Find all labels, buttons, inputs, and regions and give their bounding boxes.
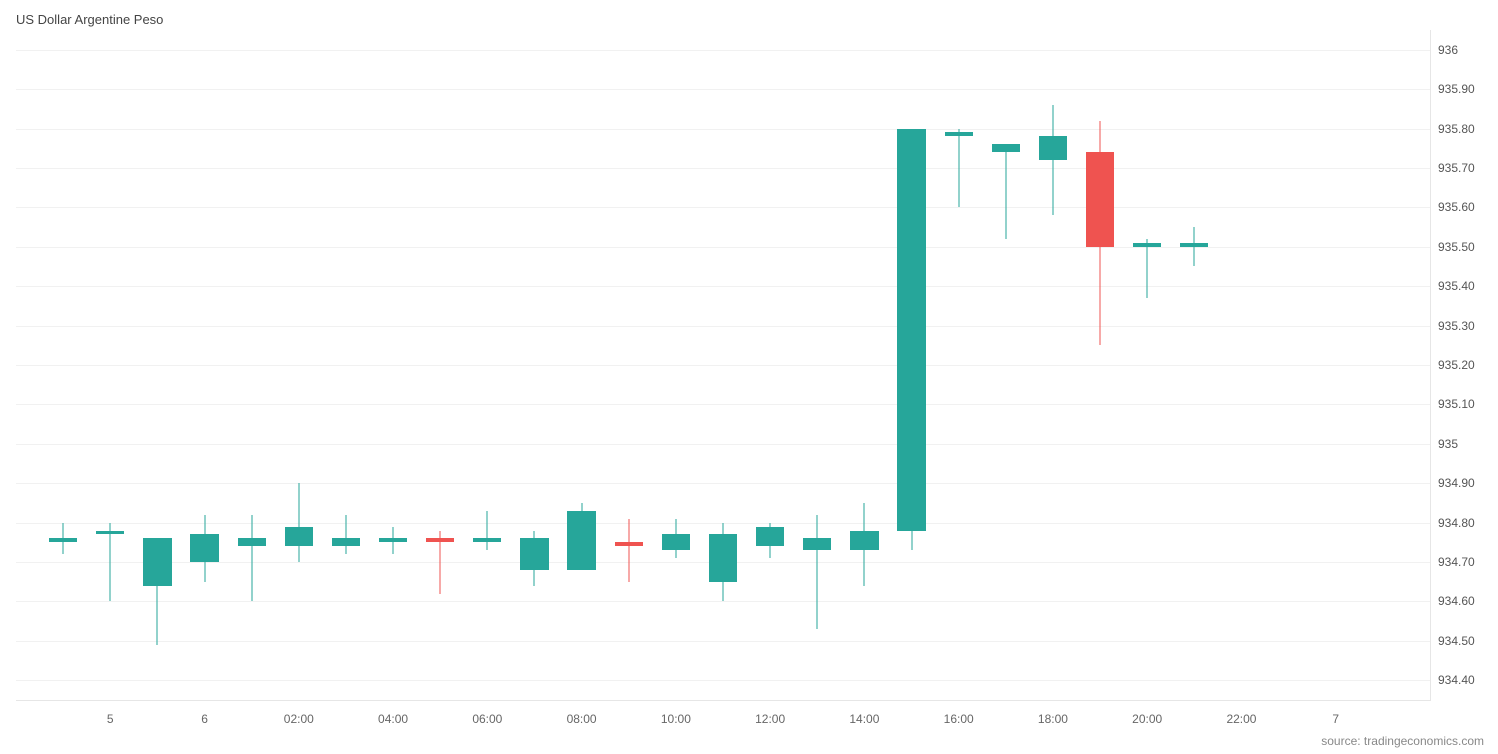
candlestick[interactable]	[49, 30, 77, 700]
candle-wick	[1052, 105, 1053, 215]
candle-wick	[628, 519, 629, 582]
y-tick-label: 935.30	[1438, 319, 1475, 333]
x-tick-label: 06:00	[472, 712, 502, 726]
candle-body	[473, 538, 501, 542]
x-tick-label: 08:00	[567, 712, 597, 726]
y-tick-label: 935.90	[1438, 82, 1475, 96]
candle-body	[1133, 243, 1161, 247]
candle-body	[615, 542, 643, 546]
y-tick-label: 935.10	[1438, 397, 1475, 411]
y-tick-label: 934.40	[1438, 673, 1475, 687]
candlestick[interactable]	[945, 30, 973, 700]
candle-body	[49, 538, 77, 542]
candlestick[interactable]	[662, 30, 690, 700]
candlestick[interactable]	[897, 30, 925, 700]
candle-body	[1086, 152, 1114, 247]
y-tick-label: 935.60	[1438, 200, 1475, 214]
candlestick[interactable]	[190, 30, 218, 700]
candle-body	[1039, 136, 1067, 160]
x-tick-label: 04:00	[378, 712, 408, 726]
candlestick[interactable]	[238, 30, 266, 700]
x-tick-label: 14:00	[849, 712, 879, 726]
candle-wick	[1005, 144, 1006, 239]
x-tick-label: 7	[1332, 712, 1339, 726]
candle-body	[756, 527, 784, 547]
candle-body	[803, 538, 831, 550]
y-tick-label: 934.50	[1438, 634, 1475, 648]
candlestick[interactable]	[1180, 30, 1208, 700]
plot-area[interactable]	[16, 30, 1431, 701]
candle-wick	[110, 523, 111, 602]
candlestick[interactable]	[992, 30, 1020, 700]
candle-body	[945, 132, 973, 136]
source-label: source: tradingeconomics.com	[1321, 734, 1484, 748]
candle-body	[238, 538, 266, 546]
y-tick-label: 935	[1438, 437, 1458, 451]
candlestick[interactable]	[332, 30, 360, 700]
x-tick-label: 10:00	[661, 712, 691, 726]
y-tick-label: 935.40	[1438, 279, 1475, 293]
y-tick-label: 936	[1438, 43, 1458, 57]
candle-wick	[251, 515, 252, 602]
candle-body	[567, 511, 595, 570]
candle-body	[143, 538, 171, 585]
candle-body	[426, 538, 454, 542]
candle-wick	[1194, 227, 1195, 266]
candlestick[interactable]	[567, 30, 595, 700]
candlestick[interactable]	[285, 30, 313, 700]
chart-title: US Dollar Argentine Peso	[16, 12, 163, 27]
y-axis: 936 935.90 935.80 935.70 935.60 935.50 935.40 9…	[1438, 30, 1488, 700]
x-tick-label: 22:00	[1226, 712, 1256, 726]
y-tick-label: 935.70	[1438, 161, 1475, 175]
candlestick[interactable]	[615, 30, 643, 700]
candle-wick	[345, 515, 346, 554]
y-tick-label: 935.50	[1438, 240, 1475, 254]
candle-wick	[1147, 239, 1148, 298]
candlestick[interactable]	[379, 30, 407, 700]
candlestick[interactable]	[473, 30, 501, 700]
candle-body	[190, 534, 218, 562]
candlestick[interactable]	[143, 30, 171, 700]
candle-wick	[298, 483, 299, 562]
y-tick-label: 934.90	[1438, 476, 1475, 490]
candlestick[interactable]	[426, 30, 454, 700]
candle-body	[332, 538, 360, 546]
chart-container: US Dollar Argentine Peso 936 935.90 935.80…	[0, 0, 1498, 754]
candle-body	[520, 538, 548, 570]
candle-body	[285, 527, 313, 547]
candle-wick	[487, 511, 488, 550]
x-axis: 5602:0004:0006:0008:0010:0012:0014:0016:…	[16, 700, 1430, 720]
x-tick-label: 20:00	[1132, 712, 1162, 726]
y-tick-label: 934.60	[1438, 594, 1475, 608]
candle-body	[1180, 243, 1208, 247]
candlestick[interactable]	[1133, 30, 1161, 700]
candlestick[interactable]	[1039, 30, 1067, 700]
candlestick[interactable]	[850, 30, 878, 700]
candle-body	[709, 534, 737, 581]
candlestick[interactable]	[756, 30, 784, 700]
x-tick-label: 18:00	[1038, 712, 1068, 726]
candle-body	[992, 144, 1020, 152]
candle-body	[897, 129, 925, 531]
y-tick-label: 935.80	[1438, 122, 1475, 136]
candle-body	[379, 538, 407, 542]
candlestick[interactable]	[520, 30, 548, 700]
candle-wick	[817, 515, 818, 629]
candlestick[interactable]	[96, 30, 124, 700]
candle-body	[850, 531, 878, 551]
x-tick-label: 5	[107, 712, 114, 726]
y-tick-label: 934.80	[1438, 516, 1475, 530]
candle-wick	[958, 129, 959, 208]
x-tick-label: 12:00	[755, 712, 785, 726]
candlestick[interactable]	[1086, 30, 1114, 700]
x-tick-label: 02:00	[284, 712, 314, 726]
y-tick-label: 935.20	[1438, 358, 1475, 372]
candlestick[interactable]	[709, 30, 737, 700]
y-tick-label: 934.70	[1438, 555, 1475, 569]
candle-body	[662, 534, 690, 550]
candlestick[interactable]	[803, 30, 831, 700]
x-tick-label: 6	[201, 712, 208, 726]
x-tick-label: 16:00	[944, 712, 974, 726]
candle-body	[96, 531, 124, 535]
